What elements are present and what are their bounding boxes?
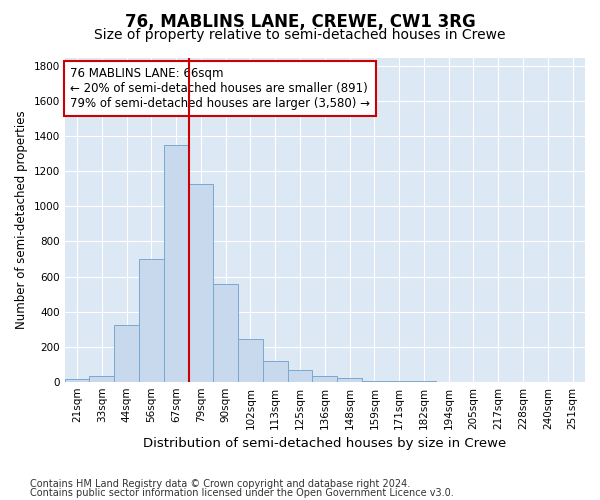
Bar [89,376,114,382]
Bar [139,259,164,382]
Text: Size of property relative to semi-detached houses in Crewe: Size of property relative to semi-detach… [94,28,506,42]
Bar [164,145,188,382]
Bar [263,360,287,382]
Bar [313,376,337,382]
Text: Contains HM Land Registry data © Crown copyright and database right 2024.: Contains HM Land Registry data © Crown c… [30,479,410,489]
Text: 76 MABLINS LANE: 66sqm
← 20% of semi-detached houses are smaller (891)
79% of se: 76 MABLINS LANE: 66sqm ← 20% of semi-det… [70,67,370,110]
Bar [362,381,387,382]
Bar [337,378,362,382]
Bar [214,284,238,382]
Bar [114,324,139,382]
Bar [188,184,214,382]
Bar [238,338,263,382]
Bar [287,370,313,382]
Text: Contains public sector information licensed under the Open Government Licence v3: Contains public sector information licen… [30,488,454,498]
Bar [387,381,412,382]
Text: 76, MABLINS LANE, CREWE, CW1 3RG: 76, MABLINS LANE, CREWE, CW1 3RG [125,12,475,30]
Bar [65,379,89,382]
Y-axis label: Number of semi-detached properties: Number of semi-detached properties [15,110,28,329]
X-axis label: Distribution of semi-detached houses by size in Crewe: Distribution of semi-detached houses by … [143,437,506,450]
